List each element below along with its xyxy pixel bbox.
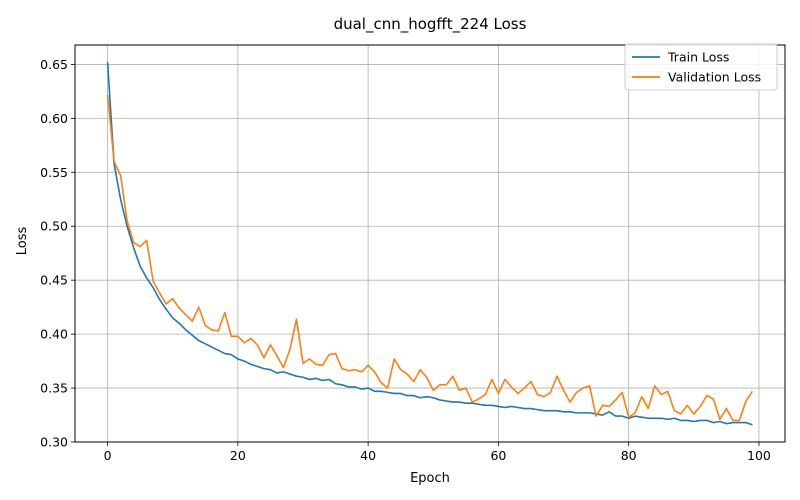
train-loss-line (106, 62, 753, 426)
validation-loss-line (106, 94, 754, 422)
plot-frame (74, 44, 786, 443)
x-tick-label: 100 (747, 448, 771, 463)
chart-title: dual_cnn_hogfft_224 Loss (334, 15, 527, 34)
y-tick-label: 0.55 (40, 165, 68, 180)
x-tick-label: 80 (621, 448, 637, 463)
y-tick-label: 0.60 (40, 111, 68, 126)
y-axis-label: Loss (15, 227, 30, 256)
legend-label-validation-loss: Validation Loss (668, 70, 761, 85)
y-tick-label: 0.35 (40, 381, 68, 396)
y-tick-label: 0.45 (40, 273, 68, 288)
y-tick-label: 0.30 (40, 435, 68, 450)
x-tick-label: 20 (230, 448, 246, 463)
legend-box (624, 43, 778, 91)
series-lines (106, 62, 754, 426)
grid (75, 45, 785, 443)
legend: Train Loss Validation Loss (624, 43, 778, 91)
x-axis-label: Epoch (410, 471, 450, 486)
legend-label-train-loss: Train Loss (667, 50, 729, 65)
x-tick-label: 40 (360, 448, 376, 463)
axis-ticks: 0 20 40 60 80 100 0.30 0.35 0.40 0.45 0.50 0.55 0.60… (40, 57, 771, 463)
y-tick-label: 0.50 (40, 219, 68, 234)
y-tick-label: 0.40 (40, 327, 68, 342)
y-tick-label: 0.65 (40, 57, 68, 72)
x-tick-label: 0 (104, 448, 112, 463)
x-tick-label: 60 (490, 448, 506, 463)
